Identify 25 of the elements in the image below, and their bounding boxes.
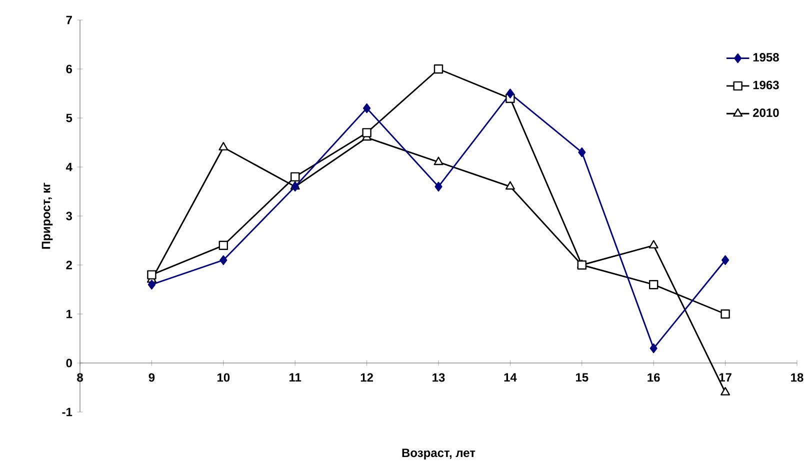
x-tick-label: 12 [360,373,373,382]
x-tick-label: 14 [504,373,517,382]
y-axis-title: Прирост, кг [42,182,53,249]
x-tick-label: 8 [77,373,83,382]
y-tick-label: 7 [66,16,72,24]
x-tick-label: 11 [290,373,302,382]
x-tick-label: 10 [217,373,230,382]
y-tick-label: 6 [66,64,72,74]
y-tick-label: 2 [66,260,72,270]
y-tick-label: -1 [62,408,72,416]
x-axis-title: Возраст, лет [402,448,476,460]
legend-label: 1963 [753,80,779,90]
x-tick-label: 15 [576,373,588,382]
legend-label: 2010 [753,108,779,117]
legend-label: 1958 [753,53,779,62]
y-tick-label: 1 [66,310,72,318]
x-tick-label: 13 [432,373,445,382]
x-tick-label: 17 [719,373,732,382]
y-tick-label: 5 [66,114,72,122]
y-tick-label: 0 [66,358,72,368]
x-tick-label: 9 [148,373,155,382]
y-tick-label: 3 [66,212,72,220]
x-tick-label: 18 [791,373,804,382]
y-tick-label: 4 [66,162,72,172]
x-tick-label: 16 [648,373,660,382]
